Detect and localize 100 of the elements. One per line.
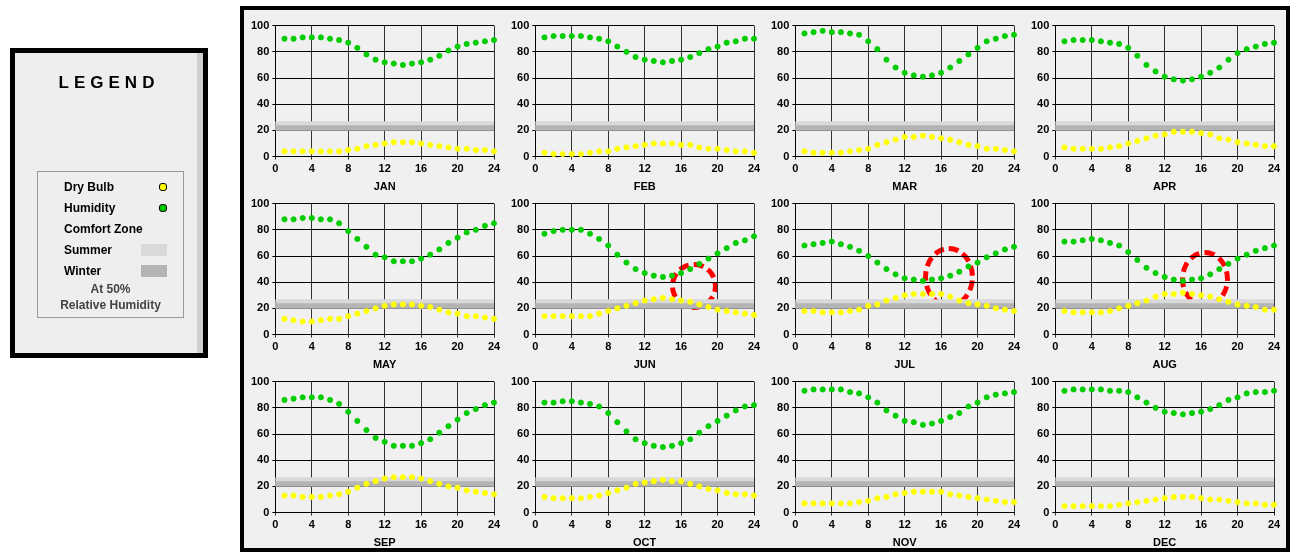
x-tick-label: 0 — [532, 340, 539, 353]
x-tick-label: 16 — [1194, 162, 1208, 175]
x-axis-title: AUG — [1152, 358, 1177, 371]
y-tick-label: 20 — [517, 301, 530, 314]
y-tick-label: 60 — [517, 249, 530, 262]
y-tick-label: 40 — [1037, 453, 1050, 466]
x-tick-label: 12 — [378, 518, 391, 531]
y-tick-label: 40 — [777, 97, 790, 110]
y-tick-label: 0 — [263, 505, 270, 518]
x-tick-label: 12 — [1158, 162, 1171, 175]
y-tick-label: 0 — [523, 327, 530, 340]
x-axis-title: SEP — [373, 536, 396, 549]
y-tick-label: 40 — [517, 453, 530, 466]
x-tick-label: 16 — [674, 340, 688, 353]
x-tick-label: 16 — [934, 162, 948, 175]
x-tick-label: 8 — [1125, 162, 1132, 175]
x-tick-label: 4 — [828, 518, 836, 531]
y-tick-label: 80 — [517, 400, 530, 413]
y-tick-label: 20 — [517, 123, 530, 136]
y-tick-label: 60 — [257, 427, 270, 440]
y-tick-label: 20 — [257, 301, 270, 314]
x-tick-label: 4 — [1088, 340, 1096, 353]
x-tick-label: 12 — [378, 340, 391, 353]
x-tick-label: 24 — [1007, 162, 1021, 175]
x-axis-title: JAN — [373, 180, 396, 193]
x-tick-label: 16 — [1194, 518, 1208, 531]
y-tick-label: 100 — [510, 374, 530, 387]
y-tick-label: 40 — [777, 453, 790, 466]
x-tick-label: 0 — [792, 518, 799, 531]
x-tick-label: 20 — [711, 162, 724, 175]
y-tick-label: 0 — [783, 327, 790, 340]
y-tick-label: 100 — [510, 18, 530, 31]
x-tick-label: 16 — [934, 518, 948, 531]
x-tick-label: 4 — [308, 340, 316, 353]
x-tick-label: 0 — [532, 518, 539, 531]
text: LEGEND — [57, 73, 161, 93]
y-tick-label: 80 — [1037, 222, 1050, 235]
y-tick-label: 20 — [777, 479, 790, 492]
y-tick-label: 100 — [250, 374, 270, 387]
y-tick-label: 20 — [1037, 479, 1050, 492]
text: Summer — [64, 242, 113, 257]
x-tick-label: 0 — [532, 162, 539, 175]
x-tick-label: 12 — [898, 518, 911, 531]
y-tick-label: 0 — [1043, 327, 1050, 340]
x-axis-title: NOV — [892, 536, 918, 549]
y-tick-label: 20 — [1037, 301, 1050, 314]
x-tick-label: 0 — [792, 340, 799, 353]
y-tick-label: 0 — [783, 505, 790, 518]
x-tick-label: 16 — [414, 340, 428, 353]
y-tick-label: 100 — [250, 196, 270, 209]
y-tick-label: 0 — [783, 149, 790, 162]
x-tick-label: 24 — [747, 162, 761, 175]
y-tick-label: 40 — [257, 275, 270, 288]
x-axis-title: APR — [1153, 180, 1177, 193]
y-tick-label: 100 — [770, 374, 790, 387]
x-tick-label: 8 — [345, 340, 352, 353]
x-axis-title: JUN — [633, 358, 656, 371]
y-tick-label: 20 — [517, 479, 530, 492]
x-axis-title: DEC — [1153, 536, 1177, 549]
x-tick-label: 0 — [1052, 340, 1059, 353]
y-tick-label: 40 — [517, 97, 530, 110]
y-tick-label: 20 — [1037, 123, 1050, 136]
x-tick-label: 0 — [272, 518, 279, 531]
x-tick-label: 8 — [345, 162, 352, 175]
x-tick-label: 4 — [308, 518, 316, 531]
y-tick-label: 40 — [257, 453, 270, 466]
x-tick-label: 12 — [638, 340, 651, 353]
y-tick-label: 20 — [777, 301, 790, 314]
x-tick-label: 4 — [568, 340, 576, 353]
x-tick-label: 8 — [605, 162, 612, 175]
x-tick-label: 0 — [1052, 162, 1059, 175]
y-tick-label: 80 — [517, 44, 530, 57]
y-tick-label: 60 — [1037, 249, 1050, 262]
x-tick-label: 20 — [451, 162, 464, 175]
y-tick-label: 100 — [1030, 18, 1050, 31]
y-tick-label: 0 — [263, 327, 270, 340]
y-tick-label: 80 — [1037, 44, 1050, 57]
y-tick-label: 40 — [517, 275, 530, 288]
x-tick-label: 20 — [1231, 340, 1244, 353]
x-tick-label: 16 — [1194, 340, 1208, 353]
text: Comfort Zone — [64, 221, 143, 236]
x-tick-label: 8 — [345, 518, 352, 531]
x-tick-label: 24 — [1007, 340, 1021, 353]
x-tick-label: 4 — [308, 162, 316, 175]
x-tick-label: 0 — [272, 162, 279, 175]
x-tick-label: 0 — [792, 162, 799, 175]
x-tick-label: 8 — [865, 162, 872, 175]
x-tick-label: 20 — [971, 162, 984, 175]
x-tick-label: 12 — [378, 162, 391, 175]
x-tick-label: 8 — [865, 518, 872, 531]
x-tick-label: 24 — [1267, 518, 1281, 531]
y-tick-label: 0 — [523, 505, 530, 518]
x-tick-label: 8 — [605, 518, 612, 531]
x-tick-label: 20 — [1231, 162, 1244, 175]
x-tick-label: 24 — [1007, 518, 1021, 531]
x-tick-label: 20 — [711, 340, 724, 353]
x-tick-label: 24 — [1267, 162, 1281, 175]
y-tick-label: 60 — [257, 249, 270, 262]
x-axis-title: FEB — [633, 180, 656, 193]
y-tick-label: 100 — [1030, 374, 1050, 387]
